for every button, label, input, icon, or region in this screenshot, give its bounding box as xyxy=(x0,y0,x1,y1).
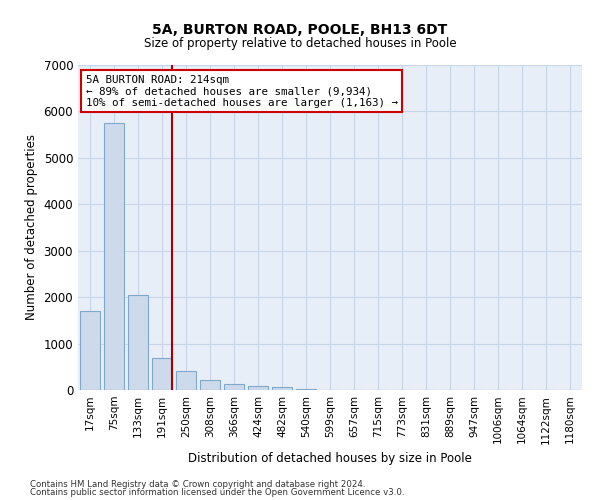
Bar xyxy=(224,384,244,390)
Bar xyxy=(296,388,316,390)
Text: 5A, BURTON ROAD, POOLE, BH13 6DT: 5A, BURTON ROAD, POOLE, BH13 6DT xyxy=(152,22,448,36)
Text: Contains HM Land Registry data © Crown copyright and database right 2024.: Contains HM Land Registry data © Crown c… xyxy=(30,480,365,489)
Bar xyxy=(176,370,196,390)
Bar xyxy=(272,388,292,390)
Text: 5A BURTON ROAD: 214sqm
← 89% of detached houses are smaller (9,934)
10% of semi-: 5A BURTON ROAD: 214sqm ← 89% of detached… xyxy=(86,74,398,108)
Y-axis label: Number of detached properties: Number of detached properties xyxy=(25,134,38,320)
Bar xyxy=(248,386,268,390)
Text: Contains public sector information licensed under the Open Government Licence v3: Contains public sector information licen… xyxy=(30,488,404,497)
Text: Size of property relative to detached houses in Poole: Size of property relative to detached ho… xyxy=(143,38,457,51)
Bar xyxy=(80,311,100,390)
Bar xyxy=(200,380,220,390)
Bar xyxy=(152,358,172,390)
Bar xyxy=(104,123,124,390)
X-axis label: Distribution of detached houses by size in Poole: Distribution of detached houses by size … xyxy=(188,452,472,465)
Bar xyxy=(128,295,148,390)
